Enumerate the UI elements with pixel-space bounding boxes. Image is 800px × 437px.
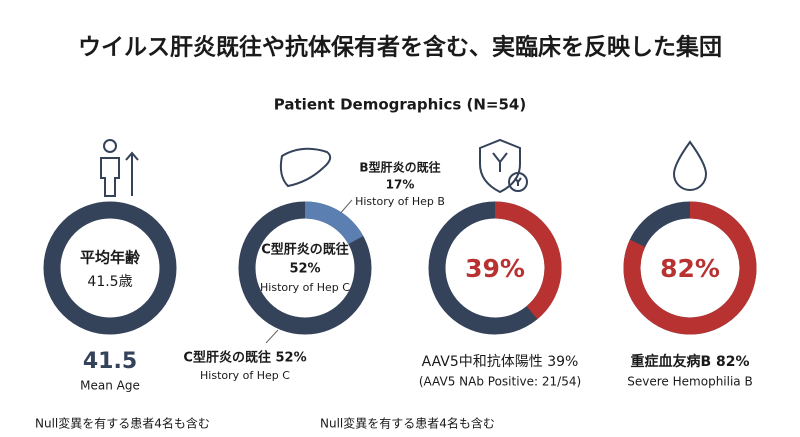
center-value: 41.5歳 <box>87 274 132 290</box>
caption: Severe Hemophilia B <box>627 375 752 389</box>
segment-caption: History of Hep B <box>355 195 445 208</box>
center-value: 39% <box>465 254 525 283</box>
segment-name: B型肝炎の既往 <box>359 160 440 175</box>
center-value: 82% <box>660 254 720 283</box>
drop-icon <box>672 140 708 191</box>
donut-segment <box>494 201 562 320</box>
center-title: 平均年齢 <box>80 249 141 267</box>
center-value: 52% <box>289 262 320 277</box>
footnote: Null変異を有する患者4名も含む <box>35 416 210 431</box>
subtitle: Patient Demographics (N=54) <box>274 96 526 114</box>
person-icon <box>100 139 139 197</box>
big-value: 41.5 <box>83 349 137 374</box>
donut-segment <box>623 201 757 335</box>
ring <box>43 201 177 335</box>
bottom-label: C型肝炎の既往 52% <box>183 350 306 366</box>
bottom-caption: History of Hep C <box>200 369 290 382</box>
center-caption: History of Hep C <box>260 281 350 294</box>
label: 重症血友病B 82% <box>630 353 749 370</box>
liver-icon <box>279 147 332 188</box>
antibody-icon <box>479 138 528 194</box>
caption: (AAV5 NAb Positive: 21/54) <box>419 375 581 389</box>
center-title: C型肝炎の既往 <box>261 242 349 258</box>
label: AAV5中和抗体陽性 39% <box>422 354 579 370</box>
title: ウイルス肝炎既往や抗体保有者を含む、実臨床を反映した集団 <box>78 34 722 61</box>
donut-segment <box>304 201 364 245</box>
segment-label: 17% <box>386 178 415 192</box>
footnote: Null変異を有する患者4名も含む <box>320 416 495 431</box>
caption: Mean Age <box>80 379 140 393</box>
leader-line <box>265 329 279 344</box>
